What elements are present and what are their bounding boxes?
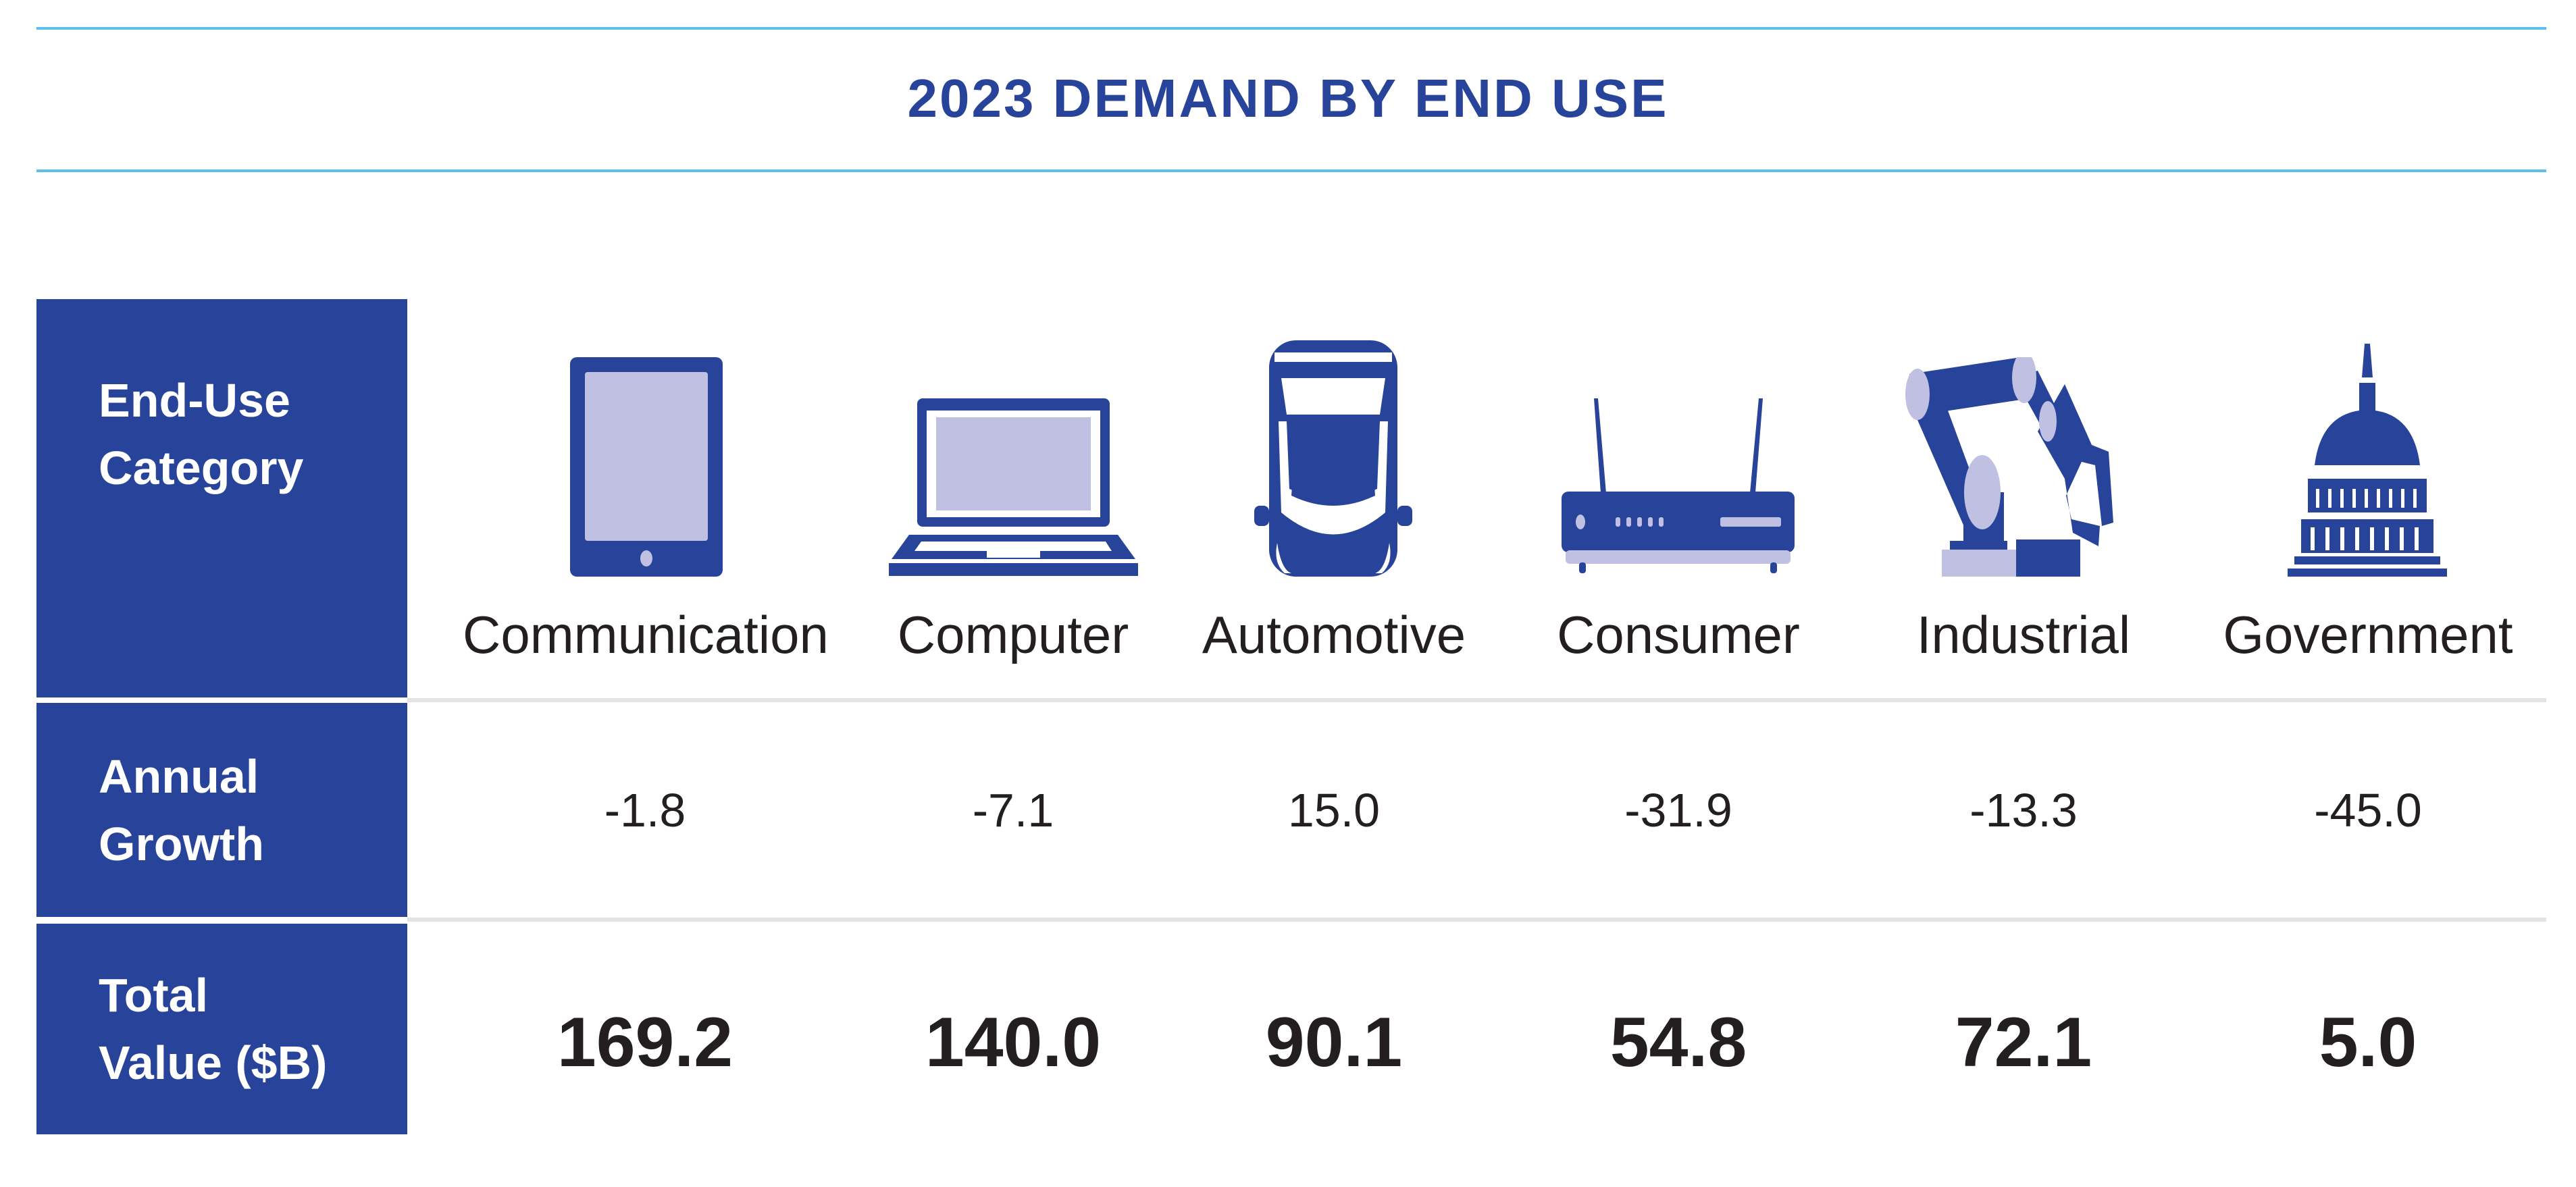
growth-industrial: -13.3 <box>1969 784 2078 837</box>
growth-communication: -1.8 <box>604 784 686 837</box>
total-consumer: 54.8 <box>1609 1003 1747 1082</box>
row-header-text: Annual <box>99 749 259 803</box>
robot-arm-icon <box>1905 357 2113 577</box>
row-header-text: Growth <box>99 817 264 870</box>
row-header-text: End-Use <box>99 374 290 427</box>
row-separator <box>407 918 2546 922</box>
category-label-industrial: Industrial <box>1916 605 2131 664</box>
total-government: 5.0 <box>2319 1003 2417 1082</box>
capitol-icon <box>2288 344 2447 577</box>
category-label-communication: Communication <box>463 605 829 664</box>
total-industrial: 72.1 <box>1955 1003 2092 1082</box>
top-rule <box>36 27 2546 30</box>
row-header-category: End-Use Category <box>36 299 407 697</box>
category-label-consumer: Consumer <box>1557 605 1800 664</box>
row-separator <box>407 698 2546 702</box>
title-bottom-rule <box>36 169 2546 172</box>
category-label-government: Government <box>2223 605 2513 664</box>
total-communication: 169.2 <box>557 1003 733 1082</box>
growth-computer: -7.1 <box>972 784 1054 837</box>
row-header-text: Value ($B) <box>99 1036 328 1089</box>
row-header-text: Category <box>99 442 304 494</box>
total-computer: 140.0 <box>925 1003 1102 1082</box>
total-automotive: 90.1 <box>1265 1003 1403 1082</box>
laptop-icon <box>889 398 1138 576</box>
category-label-automotive: Automotive <box>1202 605 1466 664</box>
row-header-text: Total <box>99 969 209 1022</box>
tablet-icon <box>570 357 723 577</box>
growth-automotive: 15.0 <box>1287 784 1381 837</box>
growth-consumer: -31.9 <box>1624 784 1732 837</box>
row-header-growth: Annual Growth <box>36 703 407 917</box>
page-title: 2023 DEMAND BY END USE <box>907 68 1669 128</box>
growth-government: -45.0 <box>2314 784 2422 837</box>
row-header-total: Total Value ($B) <box>36 924 407 1134</box>
category-label-computer: Computer <box>897 605 1129 664</box>
car-icon <box>1254 340 1412 577</box>
router-icon <box>1562 398 1795 573</box>
